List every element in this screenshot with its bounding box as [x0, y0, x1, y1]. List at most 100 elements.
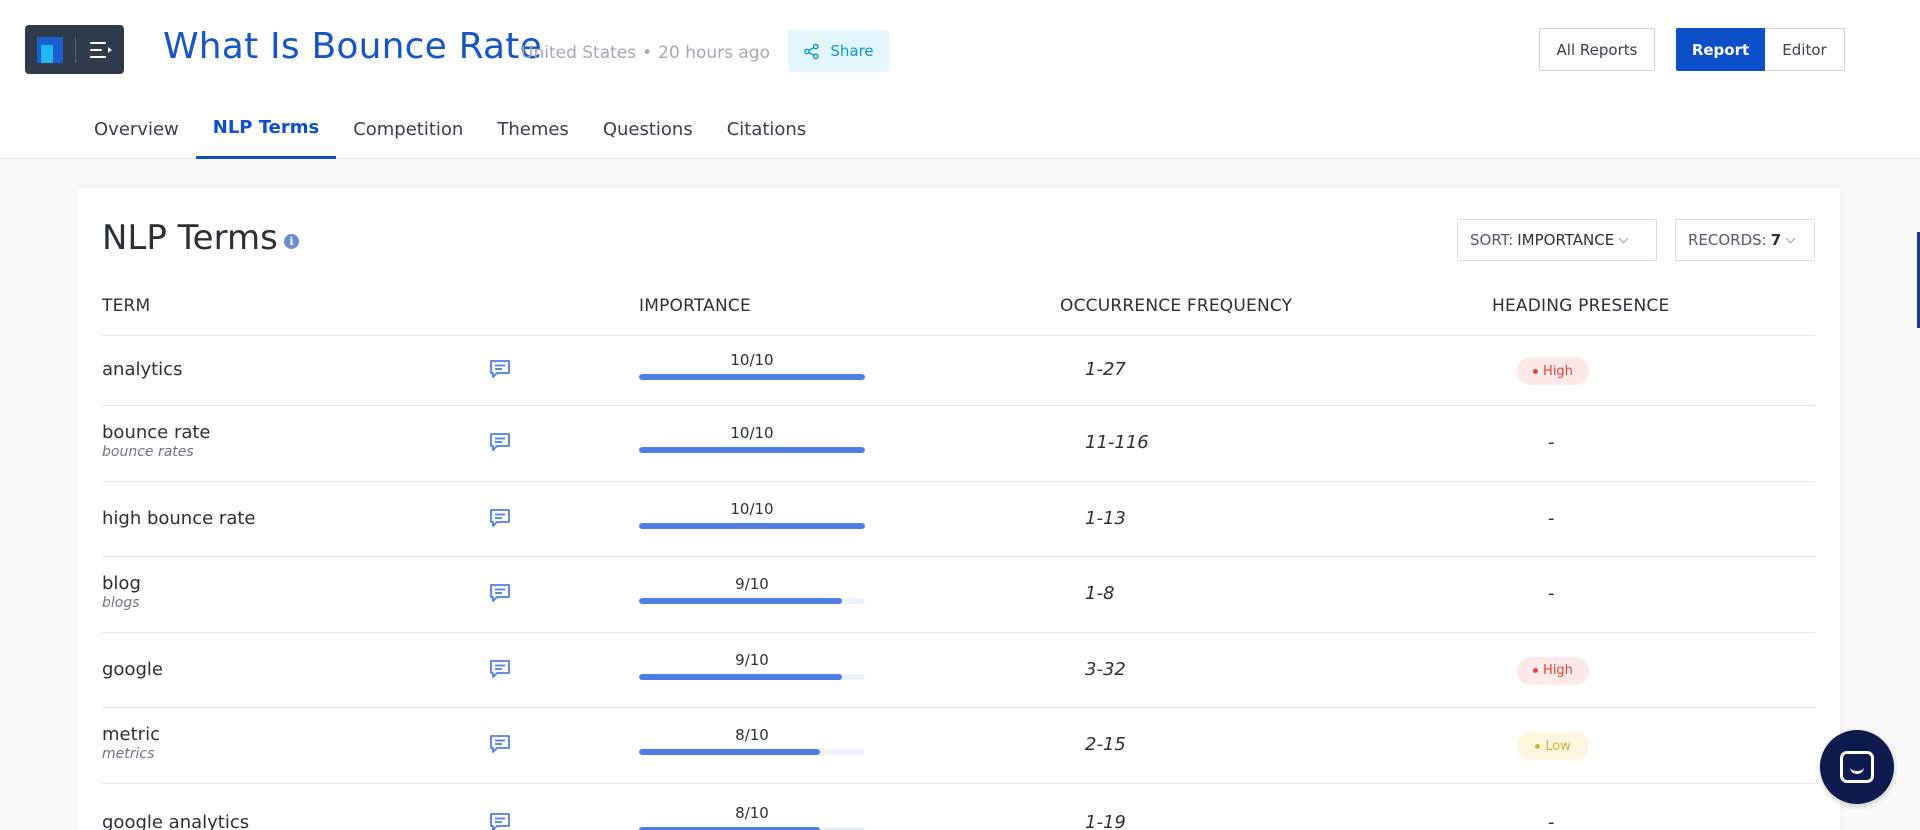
- occurrence-frequency: 1-13: [1085, 507, 1126, 529]
- logo-icon: [37, 36, 63, 63]
- table-row: google analytics 8/10 1-19 -: [102, 783, 1815, 830]
- app-menu-button[interactable]: [25, 25, 124, 74]
- table-row: bounce rate bounce rates 10/10 11-116 -: [102, 405, 1815, 481]
- column-header-term[interactable]: TERM: [102, 296, 151, 316]
- importance-bar-fill: [639, 827, 820, 830]
- records-dropdown[interactable]: RECORDS: 7: [1675, 219, 1815, 261]
- heading-presence-label: High: [1543, 663, 1573, 678]
- divider: [75, 36, 76, 63]
- term-name: metric: [102, 724, 160, 745]
- heading-presence-empty: -: [1548, 432, 1555, 453]
- heading-presence-label: High: [1543, 363, 1573, 379]
- importance-bar-fill: [639, 673, 843, 680]
- records-label: RECORDS:: [1688, 231, 1767, 249]
- importance-score: 10/10: [730, 424, 774, 442]
- occurrence-frequency: 1-19: [1085, 812, 1126, 830]
- share-button[interactable]: Share: [788, 30, 889, 72]
- chevron-down-icon: [1618, 233, 1629, 243]
- status-dot: [1533, 668, 1539, 673]
- importance-bar-fill: [639, 522, 865, 529]
- comment-icon[interactable]: [489, 583, 511, 603]
- share-label: Share: [830, 42, 874, 60]
- column-header-importance[interactable]: IMPORTANCE: [639, 296, 751, 316]
- scroll-indicator[interactable]: [1917, 232, 1920, 328]
- chevron-down-icon: [1785, 233, 1796, 243]
- table-row: blog blogs 9/10 1-8 -: [102, 556, 1815, 632]
- sort-label: SORT:: [1470, 231, 1514, 249]
- column-header-heading-presence[interactable]: HEADING PRESENCE: [1492, 296, 1670, 316]
- chat-launcher-button[interactable]: [1820, 730, 1894, 804]
- importance-score: 10/10: [730, 351, 774, 369]
- importance-bar-fill: [639, 749, 820, 755]
- records-value: 7: [1770, 231, 1782, 249]
- heading-presence-empty: -: [1548, 812, 1555, 830]
- term-name: analytics: [102, 359, 183, 380]
- report-view-button[interactable]: Report: [1676, 28, 1765, 71]
- tab-themes[interactable]: Themes: [497, 119, 569, 140]
- term-name: google: [102, 658, 163, 680]
- panel-title: NLP Terms: [102, 218, 278, 258]
- top-bar: What Is Bounce Rate United States • 20 hou…: [0, 0, 1920, 159]
- heading-presence-label: Low: [1545, 738, 1571, 754]
- comment-icon[interactable]: [489, 734, 511, 754]
- location-label: United States: [521, 43, 637, 63]
- heading-presence-badge: High: [1517, 357, 1589, 385]
- share-icon: [804, 43, 819, 59]
- table-row: metric metrics 8/10 2-15 Low: [102, 707, 1815, 783]
- tab-questions[interactable]: Questions: [602, 119, 693, 140]
- editor-view-button[interactable]: Editor: [1765, 28, 1845, 71]
- importance-bar-fill: [639, 598, 843, 604]
- term-name: bounce rate: [102, 422, 211, 443]
- heading-presence-empty: -: [1548, 507, 1555, 529]
- term-name: blog: [102, 573, 141, 594]
- importance-score: 9/10: [735, 650, 769, 669]
- column-header-frequency[interactable]: OCCURRENCE FREQUENCY: [1060, 296, 1293, 316]
- tab-overview[interactable]: Overview: [94, 119, 179, 140]
- comment-icon[interactable]: [489, 359, 511, 379]
- importance-bar: [639, 673, 865, 680]
- importance-bar: [639, 447, 865, 453]
- importance-bar-fill: [639, 447, 865, 453]
- tab-citations[interactable]: Citations: [726, 119, 807, 140]
- importance-bar-fill: [639, 374, 865, 380]
- comment-icon[interactable]: [489, 659, 511, 679]
- term-variant: metrics: [102, 746, 155, 762]
- report-meta: United States • 20 hours ago: [521, 43, 770, 63]
- info-icon[interactable]: i: [284, 234, 299, 249]
- chat-icon: [1840, 751, 1874, 783]
- sort-dropdown[interactable]: SORT: IMPORTANCE: [1457, 219, 1657, 261]
- heading-presence-badge: Low: [1517, 732, 1589, 760]
- tab-nlp-terms[interactable]: NLP Terms: [195, 110, 337, 159]
- importance-bar: [639, 827, 865, 830]
- page-title: What Is Bounce Rate: [163, 26, 542, 67]
- tab-competition[interactable]: Competition: [353, 119, 464, 140]
- occurrence-frequency: 1-27: [1085, 359, 1126, 380]
- time-ago-label: 20 hours ago: [658, 43, 771, 63]
- occurrence-frequency: 1-8: [1085, 583, 1115, 604]
- term-name: google analytics: [102, 812, 250, 830]
- table-row: google 9/10 3-32 High: [102, 632, 1815, 707]
- importance-bar: [639, 749, 865, 755]
- importance-bar: [639, 598, 865, 604]
- status-dot: [1533, 368, 1539, 374]
- heading-presence-badge: High: [1517, 656, 1589, 685]
- all-reports-button[interactable]: All Reports: [1539, 28, 1655, 71]
- nlp-terms-panel: NLP Terms i SORT: IMPORTANCE RECORDS: 7 …: [77, 188, 1840, 830]
- importance-score: 9/10: [735, 575, 769, 593]
- table-row: analytics 10/10 1-27 High: [102, 335, 1815, 405]
- meta-separator: •: [642, 43, 653, 63]
- heading-presence-empty: -: [1548, 583, 1555, 604]
- importance-score: 8/10: [735, 726, 769, 744]
- comment-icon[interactable]: [489, 432, 511, 452]
- view-toggle: Report Editor: [1676, 28, 1845, 71]
- comment-icon[interactable]: [489, 812, 511, 830]
- occurrence-frequency: 3-32: [1085, 658, 1126, 680]
- term-variant: blogs: [102, 595, 140, 611]
- occurrence-frequency: 2-15: [1085, 734, 1126, 755]
- importance-score: 8/10: [735, 804, 769, 822]
- comment-icon[interactable]: [489, 508, 511, 528]
- status-dot: [1535, 743, 1541, 749]
- occurrence-frequency: 11-116: [1085, 432, 1149, 453]
- importance-score: 10/10: [730, 499, 774, 518]
- table-row: high bounce rate 10/10 1-13 -: [102, 481, 1815, 556]
